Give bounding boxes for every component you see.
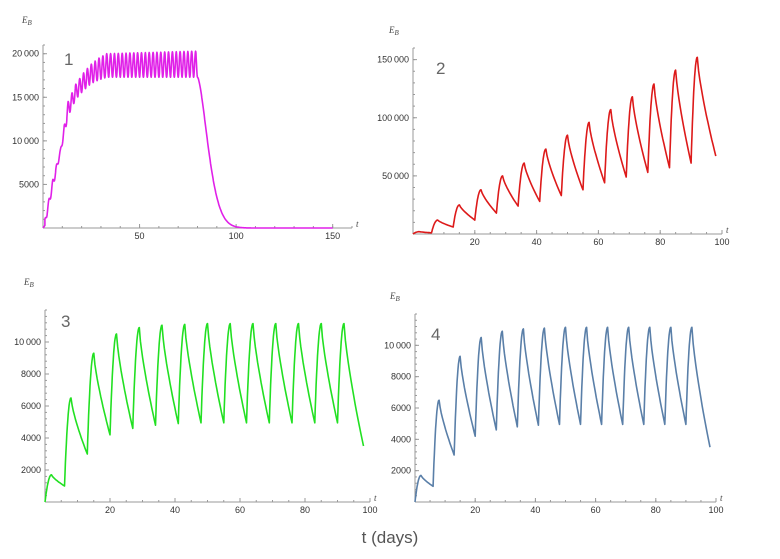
y-tick-label: 2000	[21, 465, 41, 475]
y-axis-label: EB	[21, 15, 33, 27]
x-axis-label: t	[374, 493, 377, 503]
x-axis-label: t	[726, 225, 729, 235]
x-tick-label: 20	[470, 237, 480, 247]
x-tick-label: 40	[530, 505, 540, 515]
y-tick-label: 8000	[21, 369, 41, 379]
y-axis-label-subscript: B	[30, 281, 35, 289]
x-tick-label: 80	[655, 237, 665, 247]
y-tick-label: 6000	[391, 403, 411, 413]
x-tick-label: 150	[325, 231, 340, 241]
y-axis-label-subscript: B	[395, 29, 400, 37]
y-tick-label: 5000	[19, 179, 39, 189]
y-tick-label: 50 000	[382, 171, 409, 181]
y-tick-label: 20 000	[12, 49, 39, 59]
y-tick-label: 10 000	[14, 337, 41, 347]
y-tick-label: 10 000	[12, 136, 39, 146]
panel-number: 2	[436, 59, 445, 78]
x-axis-label: t	[720, 493, 723, 503]
y-tick-label: 10 000	[384, 340, 411, 350]
y-axis-label-subscript: B	[396, 295, 401, 303]
x-tick-label: 80	[300, 505, 310, 515]
series-line	[44, 322, 365, 503]
y-tick-label: 100 000	[377, 113, 409, 123]
x-tick-label: 40	[170, 505, 180, 515]
chart-panel-4: 20 40 60 80 100 2000 4000 6000 8000 10 000 EB t 4	[384, 291, 723, 515]
x-tick-label: 100	[229, 231, 244, 241]
x-tick-label: 20	[470, 505, 480, 515]
y-tick-label: 6000	[21, 401, 41, 411]
x-tick-label: 50	[135, 231, 145, 241]
chart-panel-3: 20 40 60 80 100 2000 4000 6000 8000 10 000 EB t 3	[14, 277, 377, 515]
series-line	[42, 50, 333, 229]
y-axis-label: EB	[388, 25, 400, 37]
y-tick-label: 8000	[391, 372, 411, 382]
y-tick-label: 150 000	[377, 55, 409, 65]
y-axis-label: EB	[389, 291, 401, 303]
series-line	[414, 326, 711, 503]
chart-panel-2: 20 40 60 80 100 50 000 100 000 150 000 EB t 2	[377, 25, 729, 247]
x-tick-label: 100	[714, 237, 729, 247]
x-tick-label: 60	[235, 505, 245, 515]
panel-number: 3	[61, 312, 70, 331]
x-tick-label: 20	[105, 505, 115, 515]
panel-number: 1	[64, 50, 73, 69]
x-tick-label: 60	[591, 505, 601, 515]
y-tick-label: 4000	[21, 433, 41, 443]
y-axis-label-subscript: B	[28, 19, 33, 27]
x-axis-label: t	[356, 219, 359, 229]
y-axis-label: EB	[23, 277, 35, 289]
chart-panel-1: 50 100 150 5000 10 000 15 000 20 000 EB t 1	[12, 15, 359, 241]
series-line	[412, 56, 717, 235]
x-tick-label: 100	[708, 505, 723, 515]
x-axis-caption: t (days)	[361, 528, 419, 547]
y-tick-label: 4000	[391, 434, 411, 444]
x-tick-label: 60	[593, 237, 603, 247]
x-tick-label: 100	[362, 505, 377, 515]
panel-number: 4	[431, 325, 440, 344]
x-tick-label: 80	[651, 505, 661, 515]
x-tick-label: 40	[532, 237, 542, 247]
y-tick-label: 15 000	[12, 92, 39, 102]
y-tick-label: 2000	[391, 466, 411, 476]
